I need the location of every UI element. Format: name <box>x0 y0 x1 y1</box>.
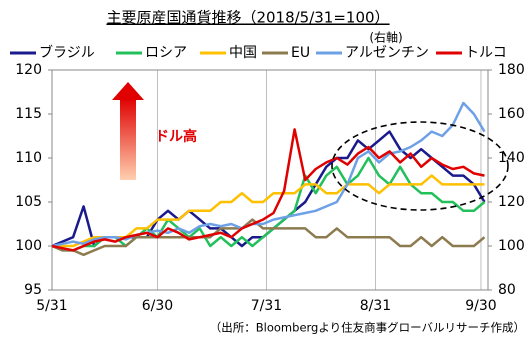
x-tick-label: 8/31 <box>360 298 391 314</box>
legend-label: 中国 <box>229 45 257 61</box>
legend-item: ブラジル <box>10 44 95 61</box>
series-line <box>51 101 486 248</box>
y-tick-label: 120 <box>15 62 42 78</box>
x-tick-label: 9/30 <box>465 298 496 314</box>
y-tick-label: 105 <box>15 194 42 210</box>
arrow-body <box>120 98 136 180</box>
legend-item: トルコ <box>436 45 507 61</box>
legend-label: ブラジル <box>39 44 95 61</box>
highlight-ellipse <box>331 121 509 211</box>
series-line <box>51 156 486 252</box>
y-tick-label: 100 <box>15 238 42 254</box>
legend-label: EU <box>291 45 310 61</box>
y2-tick-label: 160 <box>498 106 525 122</box>
y2-tick-label: 80 <box>498 282 516 298</box>
y2-label: (右軸) <box>369 30 402 45</box>
y-tick-label: 95 <box>24 282 42 298</box>
y2-tick-label: 140 <box>498 150 525 166</box>
x-tick-label: 5/31 <box>36 298 67 314</box>
y2-tick-label: 120 <box>498 194 525 210</box>
y-tick-label: 110 <box>15 150 42 166</box>
x-tick-label: 6/30 <box>142 298 173 314</box>
legend-label: トルコ <box>465 45 507 61</box>
y2-tick-label: 100 <box>498 238 525 254</box>
arrow-head <box>112 82 144 100</box>
annotation: ドル高 <box>155 128 197 145</box>
legend-item: ロシア <box>116 45 187 61</box>
legend-label: ロシア <box>145 45 187 61</box>
plot-border <box>51 69 489 291</box>
legend-item: アルゼンチン <box>316 45 429 61</box>
series-line <box>52 174 485 248</box>
legend-label: アルゼンチン <box>345 45 429 61</box>
plot-area: 5/31 6/30 7/31 8/31 9/30 95 100 105 110 115 120 80 1… <box>15 62 524 314</box>
series-line <box>51 128 485 252</box>
legend-item: 中国 <box>200 45 257 61</box>
series-line <box>51 218 486 257</box>
source-note: （出所：Bloombergより住友商事グローバルリサーチ作成） <box>210 321 525 335</box>
chart-title: 主要原産国通貨推移（2018/5/31=100） <box>106 9 389 27</box>
x-tick-label: 7/31 <box>251 298 282 314</box>
y2-tick-label: 180 <box>498 62 525 78</box>
y-tick-label: 115 <box>15 106 42 122</box>
legend-item: EU <box>262 45 310 61</box>
